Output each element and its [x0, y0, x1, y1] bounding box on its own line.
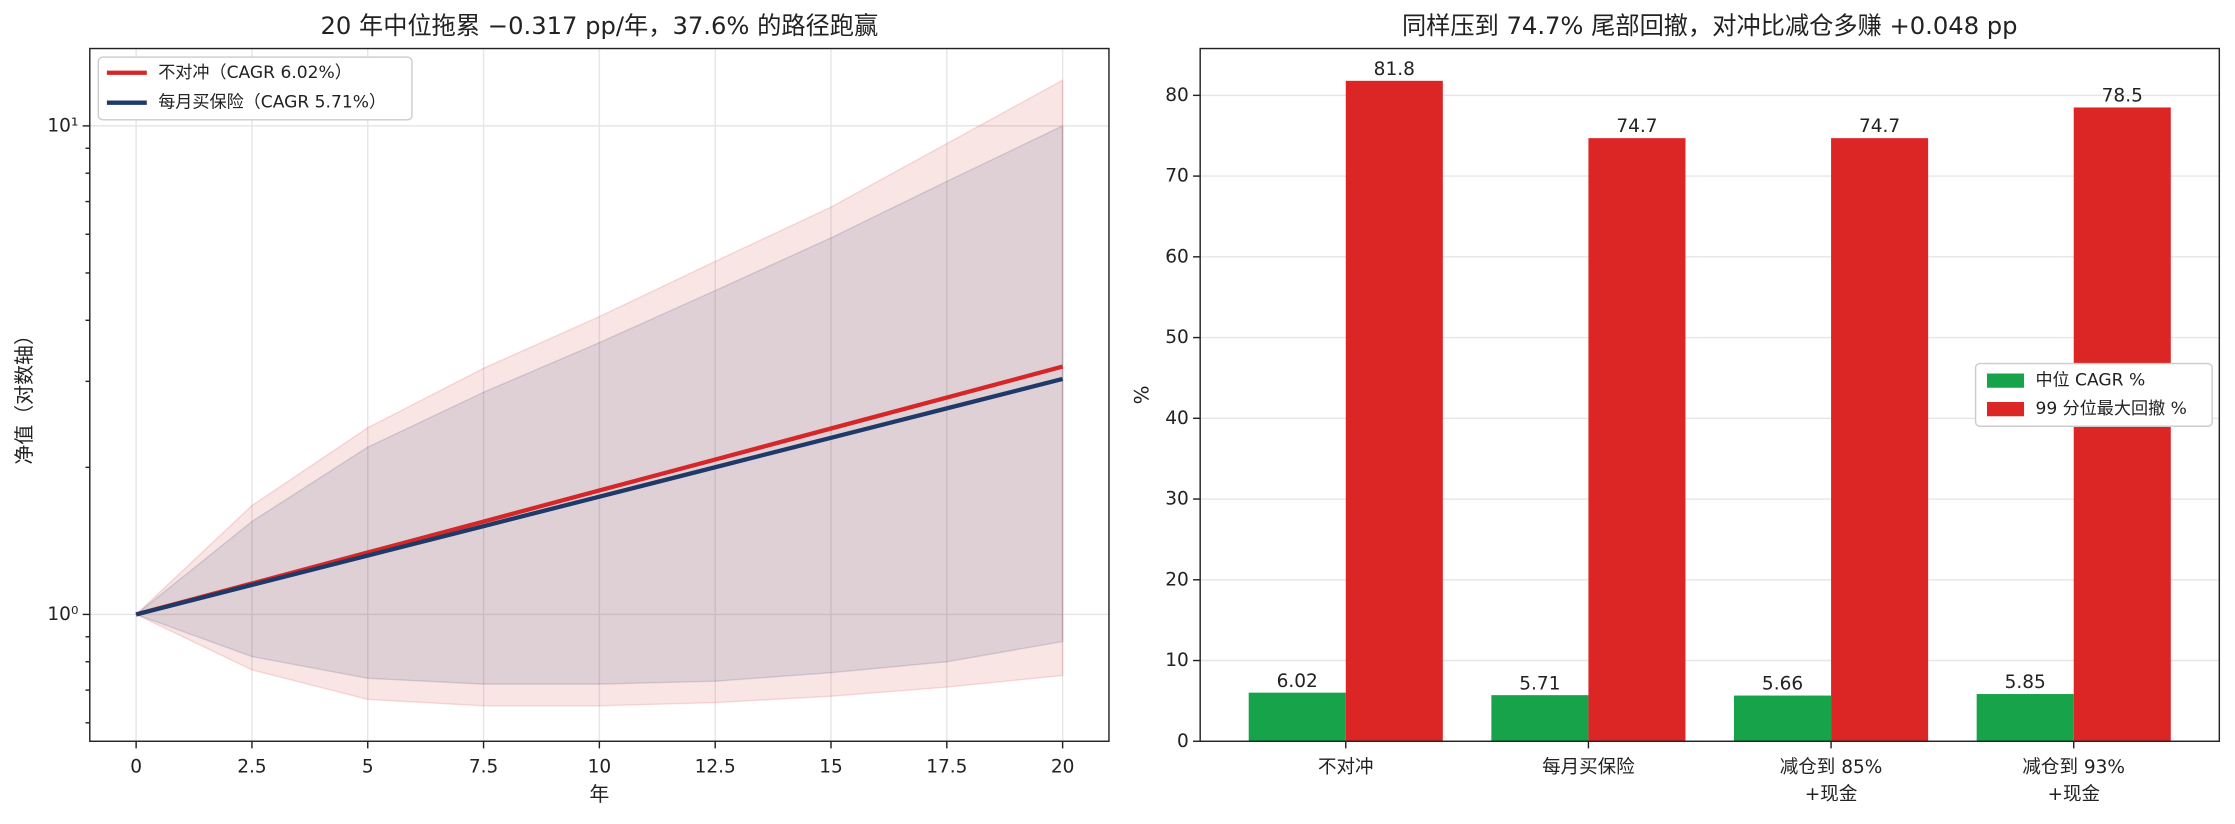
- y-tick-label: 70: [1165, 166, 1189, 187]
- x-tick-label: 0: [130, 756, 142, 777]
- line: [135, 376, 1064, 617]
- y-axis-label: %: [1130, 385, 1154, 404]
- x-tick-label: 20: [1051, 756, 1075, 777]
- y-tick-label: 10: [1165, 650, 1189, 671]
- y-tick-label: 40: [1165, 408, 1189, 429]
- x-tick-label: 5: [362, 756, 374, 777]
- x-tick-label: 减仓到 85% +现金: [1780, 756, 1883, 804]
- x-tick-label: 15: [819, 756, 843, 777]
- x-tick-label: 12.5: [695, 756, 736, 777]
- legend-box: [97, 56, 413, 121]
- x-axis-label: 年: [589, 782, 609, 806]
- value-label: 5.85: [2005, 672, 2046, 693]
- y-tick-label: 0: [1177, 731, 1189, 752]
- x-tick-label: 减仓到 93% +现金: [2022, 756, 2125, 804]
- value-label: 74.7: [1859, 116, 1900, 137]
- x-tick-label: 2.5: [237, 756, 266, 777]
- y-axis-label: 净值（对数轴）: [12, 325, 36, 465]
- y-tick-label: 20: [1165, 569, 1189, 590]
- y-tick-label: 10¹: [47, 115, 78, 136]
- y-tick-label: 60: [1165, 246, 1189, 267]
- chart-title: 20 年中位拖累 −0.317 pp/年，37.6% 的路径跑赢: [321, 12, 879, 40]
- value-label: 81.8: [1374, 59, 1415, 80]
- bar: [1831, 138, 1929, 742]
- x-tick-label: 17.5: [926, 756, 967, 777]
- legend-label: 中位 CAGR %: [2035, 371, 2145, 391]
- y-tick-label: 50: [1165, 327, 1189, 348]
- band: [134, 79, 1064, 707]
- plot-frame: [89, 47, 1110, 742]
- value-label: 74.7: [1616, 116, 1657, 137]
- y-tick-label: 30: [1165, 489, 1189, 510]
- band: [134, 124, 1064, 685]
- x-tick-label: 7.5: [469, 756, 498, 777]
- legend-swatch: [1986, 402, 2025, 417]
- legend-box: [1974, 362, 2213, 427]
- legend-swatch: [1986, 373, 2025, 388]
- value-label: 6.02: [1277, 671, 1318, 692]
- legend-label: 每月买保险（CAGR 5.71%）: [158, 93, 386, 113]
- value-label: 78.5: [2102, 86, 2143, 107]
- plot-frame: [1199, 47, 2221, 742]
- value-label: 5.71: [1519, 673, 1560, 694]
- y-tick-label: 80: [1165, 85, 1189, 106]
- value-label: 5.66: [1762, 674, 1803, 695]
- y-tick-label: 10⁰: [47, 604, 78, 625]
- legend-label: 不对冲（CAGR 6.02%）: [158, 63, 352, 83]
- bar: [1976, 694, 2074, 742]
- x-tick-label: 不对冲: [1318, 756, 1374, 777]
- x-tick-label: 每月买保险: [1542, 756, 1635, 777]
- bar: [1248, 692, 1346, 742]
- bar: [1345, 80, 1443, 742]
- chart-title: 同样压到 74.7% 尾部回撤，对冲比减仓多赚 +0.048 pp: [1402, 12, 2018, 40]
- x-tick-label: 10: [588, 756, 612, 777]
- bar: [1734, 695, 1832, 742]
- bar: [1588, 138, 1686, 742]
- bar: [1491, 695, 1589, 742]
- legend-label: 99 分位最大回撤 %: [2035, 399, 2186, 419]
